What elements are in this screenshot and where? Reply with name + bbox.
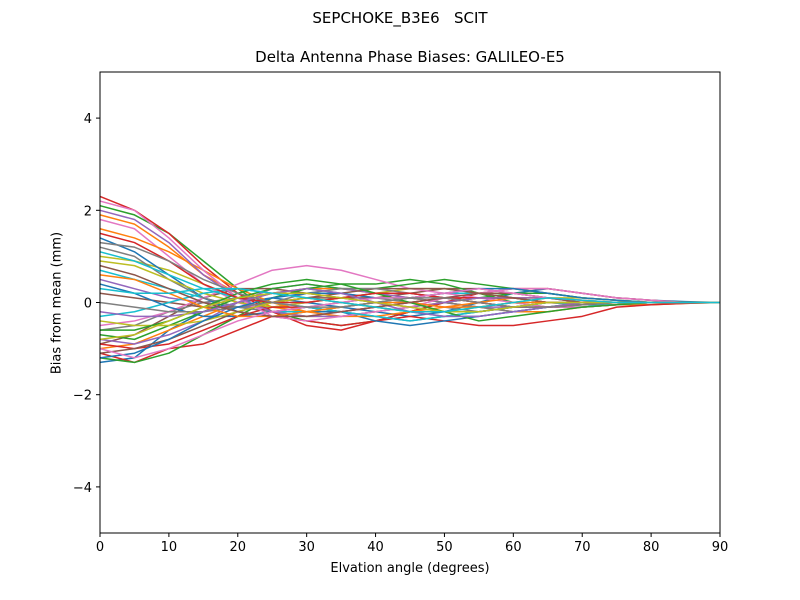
x-tick-label: 90 [712,540,729,555]
x-axis-label: Elvation angle (degrees) [330,561,490,576]
y-tick-label: −4 [73,481,92,496]
x-tick-label: 0 [96,540,104,555]
series-lines [99,195,721,364]
y-tick-label: 4 [84,112,92,127]
x-tick-label: 30 [298,540,315,555]
y-tick-label: 0 [84,297,92,312]
y-axis-ticks: −4 −2 0 2 4 [73,112,100,496]
x-tick-label: 20 [230,540,247,555]
series-line-4 [99,301,721,364]
series-line-14 [99,195,720,331]
x-axis-ticks: 0 10 20 30 40 50 60 70 80 90 [96,533,728,555]
y-tick-label: 2 [84,204,92,219]
x-tick-label: 10 [161,540,178,555]
chart-title: Delta Antenna Phase Biases: GALILEO-E5 [255,48,565,66]
y-tick-label: −2 [73,389,92,404]
series-line-40 [99,287,720,313]
x-tick-label: 70 [574,540,591,555]
y-axis-label: Bias from mean (mm) [49,231,65,375]
x-tick-label: 50 [436,540,453,555]
figure-suptitle: SEPCHOKE_B3E6 SCIT [312,9,488,27]
x-tick-label: 80 [643,540,660,555]
x-tick-label: 40 [367,540,384,555]
x-tick-label: 60 [505,540,522,555]
